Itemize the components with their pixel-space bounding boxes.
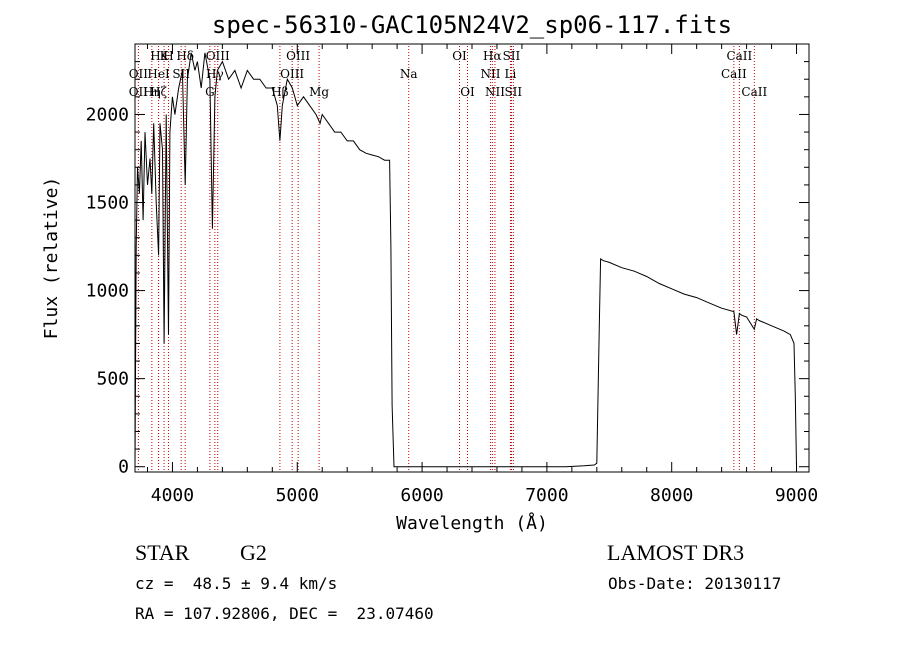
x-tick-label: 7000 xyxy=(525,485,568,506)
line-marker-label: OIII xyxy=(206,49,230,63)
line-marker-label: OII xyxy=(129,67,149,81)
line-marker-label: Hγ xyxy=(206,67,224,81)
line-marker-label: Mg xyxy=(309,85,329,99)
line-marker-label: K xyxy=(160,49,170,63)
line-marker-label: HeI xyxy=(147,67,170,81)
line-marker-label: CaII xyxy=(721,67,747,81)
line-marker-label: H xyxy=(163,49,173,63)
survey-name: LAMOST DR3 xyxy=(607,540,745,565)
chart-title: spec-56310-GAC105N24V2_sp06-117.fits xyxy=(212,11,732,39)
line-marker-label: Hη xyxy=(143,85,161,99)
y-axis-label: Flux (relative) xyxy=(41,177,62,340)
line-marker-label: NII xyxy=(485,85,505,99)
coordinates: RA = 107.92806, DEC = 23.07460 xyxy=(135,604,434,623)
line-marker-label: Hε xyxy=(150,49,167,63)
y-axis-ticks: 0 500 1000 1500 2000 xyxy=(86,61,809,478)
plot-frame xyxy=(134,43,810,473)
x-tick-label: 9000 xyxy=(775,485,818,506)
redshift-line: cz = 48.5 ± 9.4 km/s xyxy=(135,574,338,593)
line-marker-label: Li xyxy=(505,67,517,81)
x-tick-label: 8000 xyxy=(650,485,693,506)
line-markers xyxy=(137,46,755,471)
y-tick-label: 500 xyxy=(96,369,129,390)
line-marker-label: Hζ xyxy=(150,85,167,99)
object-class: STAR xyxy=(135,540,190,565)
y-tick-label: 0 xyxy=(118,457,129,478)
line-marker-label: SII xyxy=(504,85,522,99)
line-marker-label: Hδ xyxy=(176,49,194,63)
spectrum-line xyxy=(134,52,797,468)
x-tick-label: 4000 xyxy=(151,485,194,506)
line-marker-label: CaII xyxy=(741,85,767,99)
x-axis-ticks: 4000 5000 6000 7000 8000 9000 xyxy=(146,44,818,506)
x-tick-label: 5000 xyxy=(276,485,319,506)
line-marker-label: Na xyxy=(400,67,418,81)
line-marker-label: OIII xyxy=(280,67,304,81)
x-axis-label: Wavelength (Å) xyxy=(396,512,548,534)
y-tick-label: 2000 xyxy=(86,104,129,125)
object-subclass: G2 xyxy=(240,540,267,565)
line-marker-label: CaII xyxy=(726,49,752,63)
line-marker-label: Hα xyxy=(483,49,502,63)
y-tick-label: 1500 xyxy=(86,193,129,214)
obs-date: Obs-Date: 20130117 xyxy=(608,574,782,593)
line-marker-label: SII xyxy=(503,49,521,63)
line-marker-label: OI xyxy=(452,49,467,63)
line-marker-label: NII xyxy=(480,67,500,81)
line-marker-label: OI xyxy=(460,85,475,99)
y-tick-label: 1000 xyxy=(86,281,129,302)
line-marker-label: OIII xyxy=(286,49,310,63)
line-marker-label: OII xyxy=(129,85,149,99)
x-tick-label: 6000 xyxy=(400,485,443,506)
